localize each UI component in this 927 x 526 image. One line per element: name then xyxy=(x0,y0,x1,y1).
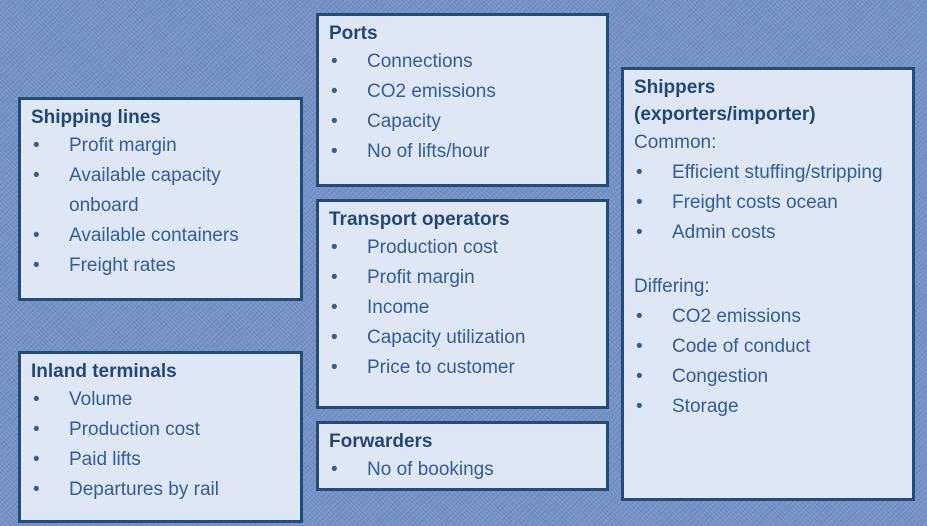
bullet-item: Capacity utilization xyxy=(329,323,596,353)
bullet-list: Production costProfit marginIncomeCapaci… xyxy=(329,233,596,383)
bullet-item: Code of conduct xyxy=(634,332,902,362)
bullet-item: Available capacity onboard xyxy=(31,161,290,221)
stakeholder-box: Ports ConnectionsCO2 emissionsCapacityNo … xyxy=(316,13,609,187)
bullet-item: CO2 emissions xyxy=(634,302,902,332)
bullet-list: No of bookings xyxy=(329,455,596,485)
stakeholder-box: Shipping lines Profit marginAvailable cap… xyxy=(18,97,303,301)
bullet-item: Production cost xyxy=(329,233,596,263)
stakeholder-box: Forwarders No of bookings xyxy=(316,421,609,491)
group-label: Differing: xyxy=(634,276,710,297)
stakeholder-box: Shippers (exporters/importer) Common: Effi… xyxy=(621,67,915,501)
bullet-item: No of bookings xyxy=(329,455,596,485)
box-title: Transport operators xyxy=(329,209,510,230)
bullet-item: Capacity xyxy=(329,107,596,137)
bullet-item: No of lifts/hour xyxy=(329,137,596,167)
bullet-item: Connections xyxy=(329,47,596,77)
bullet-item: Production cost xyxy=(31,415,290,445)
stakeholder-box: Transport operators Production costProfit… xyxy=(316,199,609,409)
bullet-item: Congestion xyxy=(634,362,902,392)
bullet-item: Volume xyxy=(31,385,290,415)
bullet-list: Efficient stuffing/strippingFreight cost… xyxy=(634,158,902,248)
box-title: Inland terminals xyxy=(31,361,177,382)
group-label: Common: xyxy=(634,132,717,153)
bullet-item: Efficient stuffing/stripping xyxy=(634,158,902,188)
box-title: Ports xyxy=(329,23,378,44)
bullet-item: CO2 emissions xyxy=(329,77,596,107)
bullet-item: Storage xyxy=(634,392,902,422)
bullet-item: Freight rates xyxy=(31,251,290,281)
bullet-item: Profit margin xyxy=(31,131,290,161)
bullet-list: VolumeProduction costPaid liftsDeparture… xyxy=(31,385,290,505)
box-title: Forwarders xyxy=(329,431,433,452)
bullet-item: Paid lifts xyxy=(31,445,290,475)
bullet-item: Available containers xyxy=(31,221,290,251)
stakeholder-box: Inland terminals VolumeProduction costPai… xyxy=(18,351,303,523)
bullet-item: Profit margin xyxy=(329,263,596,293)
bullet-list: Profit marginAvailable capacity onboardA… xyxy=(31,131,290,281)
box-title: Shippers (exporters/importer) xyxy=(634,77,816,125)
box-title: Shipping lines xyxy=(31,107,161,128)
bullet-item: Freight costs ocean xyxy=(634,188,902,218)
bullet-list: CO2 emissionsCode of conductCongestionSt… xyxy=(634,302,902,422)
bullet-item: Departures by rail xyxy=(31,475,290,505)
bullet-item: Admin costs xyxy=(634,218,902,248)
bullet-list: ConnectionsCO2 emissionsCapacityNo of li… xyxy=(329,47,596,167)
bullet-item: Price to customer xyxy=(329,353,596,383)
bullet-item: Income xyxy=(329,293,596,323)
